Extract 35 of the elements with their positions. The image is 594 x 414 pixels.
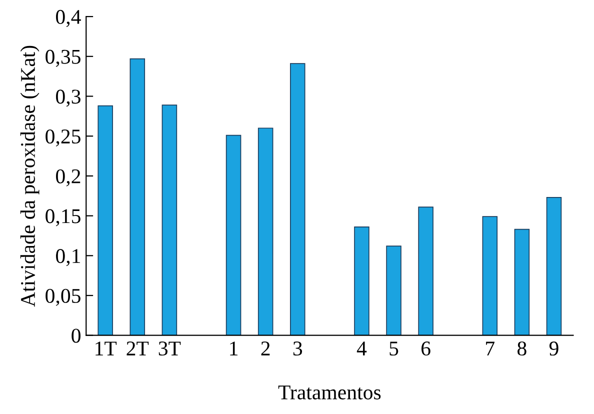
y-tick-label: 0,2	[56, 169, 80, 186]
y-tick-label: 0,15	[46, 209, 80, 226]
bar	[418, 206, 434, 336]
bar	[290, 63, 306, 336]
y-tick-label: 0,05	[46, 288, 80, 306]
x-axis-title: Tratamentos	[278, 386, 381, 400]
x-tick-label: 1T	[96, 342, 117, 356]
x-tick-label: 5	[390, 342, 398, 356]
x-tick-label: 7	[486, 342, 495, 356]
x-tick-label: 4	[356, 342, 367, 356]
bar	[130, 58, 146, 336]
bar	[162, 104, 178, 336]
y-tick-label: 0,1	[56, 249, 80, 266]
bar	[482, 216, 498, 336]
bar	[226, 134, 242, 336]
y-tick-label: 0,4	[56, 10, 81, 27]
bar	[354, 226, 370, 336]
x-tick-label: 6	[421, 342, 430, 356]
x-tick-label: 2T	[126, 342, 149, 356]
x-tick-label: 3	[293, 342, 302, 356]
bar	[98, 105, 113, 336]
bar	[258, 128, 274, 336]
bar	[546, 197, 562, 336]
x-tick-label: 8	[518, 342, 526, 356]
y-tick-label: 0	[72, 328, 80, 343]
y-tick-label: 0,3	[56, 90, 80, 107]
y-tick-label: 0,35	[46, 50, 80, 67]
x-tick-label: 9	[549, 342, 558, 356]
bar	[386, 246, 402, 336]
y-axis-title: Atividade da peroxidase (nKat)	[20, 46, 40, 307]
x-tick-label: 2	[261, 342, 270, 356]
y-tick-label: 0,25	[46, 129, 80, 147]
x-tick-label: 1	[230, 342, 238, 356]
bar	[514, 228, 530, 336]
x-tick-label: 3T	[158, 342, 181, 356]
